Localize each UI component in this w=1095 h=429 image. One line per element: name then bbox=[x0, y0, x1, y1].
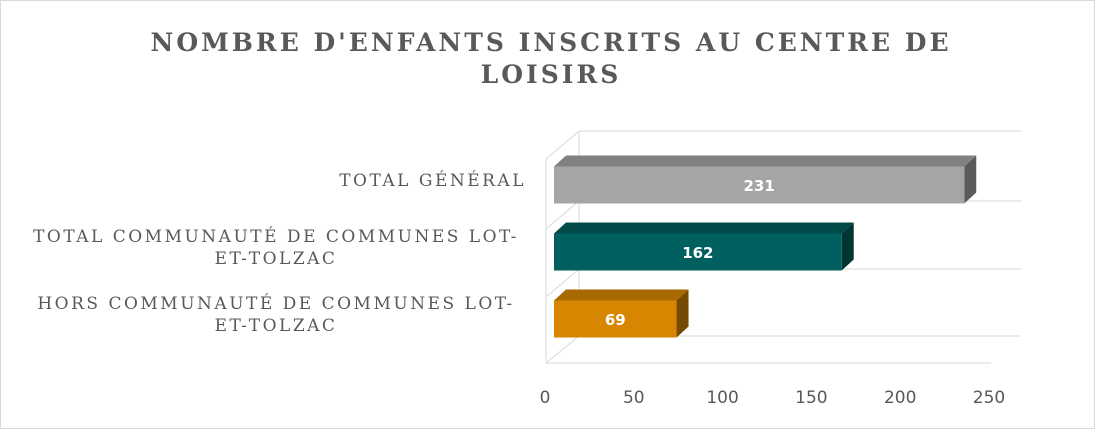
bar-side bbox=[964, 155, 977, 204]
bar-front bbox=[554, 233, 842, 271]
value-label: 231 bbox=[743, 177, 774, 195]
value-label: 69 bbox=[605, 311, 626, 329]
x-tick-label: 100 bbox=[706, 388, 738, 408]
category-text: HORS COMMUNAUTÉ DE COMMUNES LOT-ET-TOLZA… bbox=[37, 294, 515, 336]
category-text: TOTAL GÉNÉRAL bbox=[339, 171, 526, 191]
x-tick-label: 150 bbox=[795, 388, 827, 408]
bar-front bbox=[554, 300, 677, 338]
bar-top bbox=[554, 222, 854, 234]
x-tick-label: 50 bbox=[623, 388, 645, 408]
chart-title: NOMBRE D'ENFANTS INSCRITS AU CENTRE DE L… bbox=[150, 28, 952, 89]
bar bbox=[554, 155, 977, 204]
bar-side bbox=[841, 222, 854, 271]
bar-side bbox=[676, 289, 689, 338]
category-label: TOTAL COMMUNAUTÉ DE COMMUNES LOT-ET-TOLZ… bbox=[1, 226, 526, 270]
bar-top bbox=[554, 155, 977, 167]
bar bbox=[554, 289, 689, 338]
value-label: 162 bbox=[682, 244, 713, 262]
bar-front bbox=[554, 166, 965, 204]
x-tick-label: 0 bbox=[540, 388, 551, 408]
bar-top bbox=[554, 289, 689, 301]
category-label: HORS COMMUNAUTÉ DE COMMUNES LOT-ET-TOLZA… bbox=[1, 293, 526, 337]
category-text: TOTAL COMMUNAUTÉ DE COMMUNES LOT-ET-TOLZ… bbox=[33, 227, 519, 269]
x-tick-label: 250 bbox=[973, 388, 1005, 408]
bar bbox=[554, 222, 854, 271]
x-tick-label: 200 bbox=[884, 388, 916, 408]
category-label: TOTAL GÉNÉRAL bbox=[1, 170, 526, 192]
